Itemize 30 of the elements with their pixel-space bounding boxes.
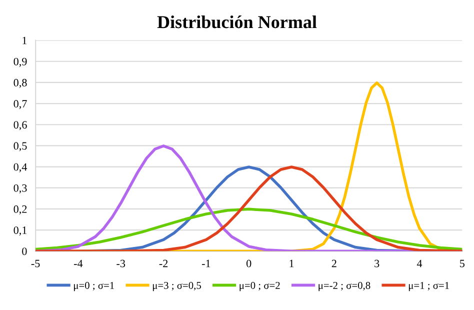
- x-tick-label: -1: [202, 260, 210, 268]
- x-tick-label: -4: [74, 260, 83, 268]
- chart-title: Distribución Normal: [157, 15, 317, 28]
- y-tick-label: 1: [22, 36, 27, 44]
- legend-label: μ=0 ; σ=2: [240, 282, 280, 292]
- y-tick-label: 0,7: [14, 100, 27, 110]
- y-tick-label: 0,3: [14, 184, 27, 194]
- x-tick-label: -5: [31, 260, 40, 268]
- x-tick-label: -3: [116, 260, 126, 268]
- y-tick-label: 0,6: [14, 121, 27, 130]
- legend-label: μ=-2 ; σ=0,8: [318, 282, 370, 292]
- y-tick-label: 0,4: [14, 163, 28, 172]
- x-tick-label: -2: [159, 260, 168, 268]
- x-tick-label: 3: [374, 260, 380, 268]
- y-tick-label: 0,5: [14, 142, 27, 152]
- y-tick-label: 0,9: [14, 58, 27, 67]
- y-tick-label: 0: [22, 248, 27, 256]
- line-series: [36, 208, 462, 251]
- y-tick-label: 0,8: [14, 78, 27, 88]
- x-tick-label: 4: [416, 260, 422, 268]
- x-tick-label: 1: [290, 260, 294, 268]
- x-tick-label: 2: [332, 260, 336, 268]
- line-series: [36, 166, 462, 252]
- legend-label: μ=3 ; σ=0,5: [152, 282, 201, 292]
- y-tick-label: 0,2: [14, 205, 27, 215]
- legend-label: μ=0 ; σ=1: [74, 282, 114, 292]
- legend-label: μ=1 ; σ=1: [408, 282, 449, 292]
- y-tick-label: 0,1: [14, 226, 27, 236]
- x-tick-label: 5: [460, 260, 464, 268]
- x-tick-label: 0: [246, 260, 252, 268]
